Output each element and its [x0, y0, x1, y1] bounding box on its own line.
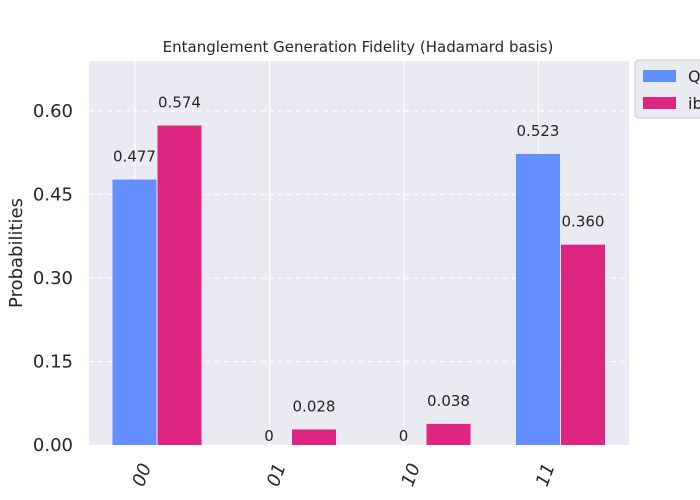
legend-swatch — [643, 70, 676, 82]
bar — [426, 423, 471, 445]
data-label: 0 — [399, 427, 409, 445]
bars — [112, 125, 605, 445]
legend: Qib — [634, 59, 700, 119]
data-label: 0.523 — [517, 122, 560, 140]
bar — [292, 429, 336, 445]
data-labels: 0.477 0 0 0.523 0.574 0.028 0.038 0.360 — [113, 94, 604, 445]
legend-label: ib — [688, 94, 700, 113]
data-label: 0.477 — [113, 148, 156, 166]
bar — [516, 153, 560, 445]
y-axis-ticks: 0.00 0.15 0.30 0.45 0.60 — [33, 101, 73, 456]
x-axis-ticks: 00 01 10 11 — [128, 461, 559, 490]
data-label: 0 — [264, 427, 274, 445]
data-label: 0.028 — [293, 397, 336, 415]
data-label: 0.360 — [562, 213, 605, 231]
y-tick-label: 0.60 — [33, 101, 73, 122]
bar — [112, 179, 157, 445]
y-tick-label: 0.45 — [33, 185, 73, 206]
chart-title: Entanglement Generation Fidelity (Hadama… — [163, 38, 554, 56]
x-tick-label: 00 — [128, 461, 156, 490]
bar — [157, 125, 202, 445]
legend-swatch — [643, 97, 676, 109]
x-tick-label: 11 — [532, 461, 560, 490]
y-tick-label: 0.00 — [33, 435, 73, 456]
x-tick-label: 01 — [263, 461, 291, 490]
bar — [561, 244, 605, 445]
y-axis-label: Probabilities — [6, 198, 27, 308]
data-label: 0.038 — [427, 392, 470, 410]
data-label: 0.574 — [158, 94, 201, 112]
y-tick-label: 0.30 — [33, 268, 73, 289]
legend-label: Q — [688, 67, 700, 86]
x-tick-label: 10 — [397, 461, 425, 490]
y-tick-label: 0.15 — [33, 352, 73, 373]
